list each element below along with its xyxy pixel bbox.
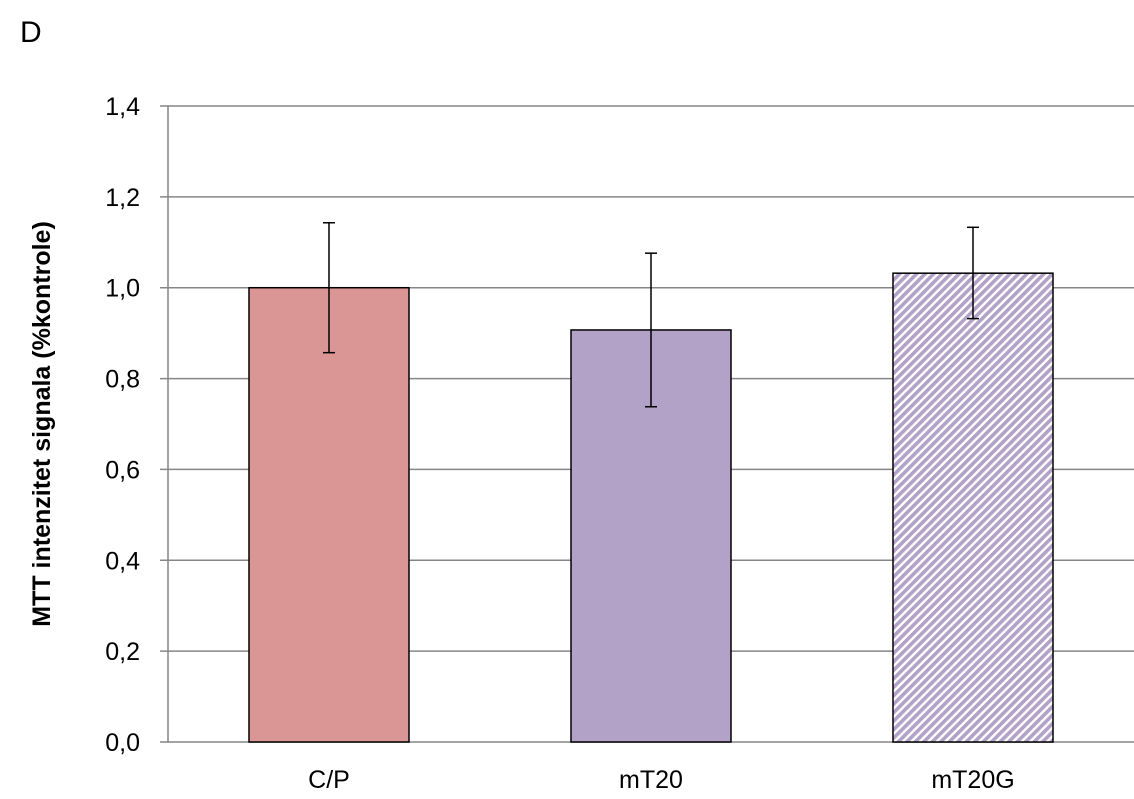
x-tick-label: C/P bbox=[308, 766, 350, 794]
error-bar bbox=[967, 226, 979, 320]
error-bars bbox=[323, 222, 979, 408]
y-tick-label: 0,6 bbox=[105, 456, 140, 484]
x-tick-label: mT20G bbox=[931, 766, 1014, 794]
y-tick-label: 0,2 bbox=[105, 638, 140, 666]
bar-c-p bbox=[248, 286, 410, 743]
y-axis-title: MTT intenzitet signala (%kontrole) bbox=[28, 221, 56, 627]
y-tick-label: 1,4 bbox=[105, 93, 140, 121]
y-tick-label: 0,4 bbox=[105, 547, 140, 575]
bar-mt20g bbox=[892, 272, 1054, 743]
y-tick-label: 0,8 bbox=[105, 366, 140, 394]
x-axis-tick-labels: C/P mT20 mT20G bbox=[308, 766, 1015, 794]
error-bar bbox=[323, 222, 335, 354]
y-tick-label: 1,0 bbox=[105, 275, 140, 303]
error-bar bbox=[645, 252, 657, 408]
y-axis-tick-labels: 0,0 0,2 0,4 0,6 0,8 1,0 1,2 1,4 bbox=[105, 93, 140, 757]
y-tick-label: 0,0 bbox=[105, 729, 140, 757]
y-tick-label: 1,2 bbox=[105, 184, 140, 212]
x-tick-label: mT20 bbox=[619, 766, 683, 794]
panel-label: D bbox=[20, 16, 42, 49]
